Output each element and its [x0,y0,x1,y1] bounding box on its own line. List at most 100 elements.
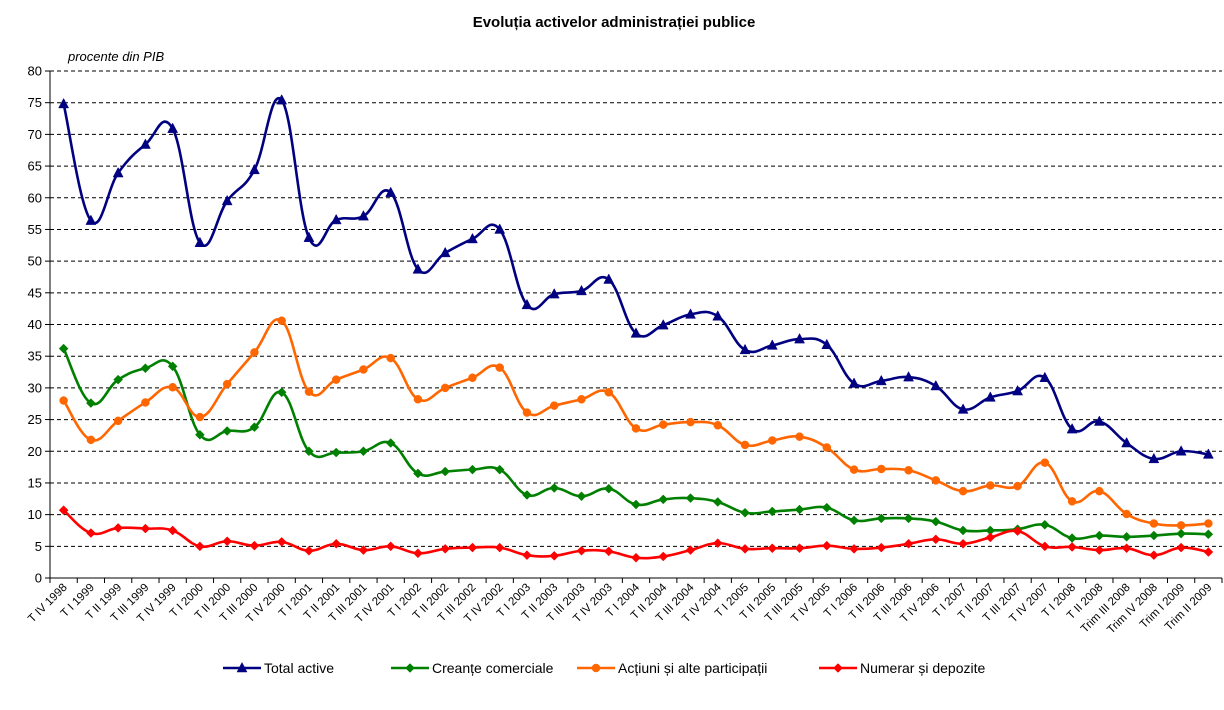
data-point [1122,509,1131,519]
data-point [1204,519,1213,528]
series-line [62,509,1209,560]
data-point [958,538,968,549]
series-actiuni-si-alte-participatii [59,316,1213,530]
data-point [304,446,314,457]
data-point [630,327,642,338]
data-point [113,523,123,533]
data-point [631,424,641,433]
data-point [713,421,723,430]
data-point [848,377,860,388]
data-point [358,545,369,555]
data-point [168,382,177,392]
data-point [522,490,532,500]
legend-item: Acțiuni și alte participații [577,660,767,676]
data-point [1176,528,1186,539]
data-point [766,339,778,350]
series-total-active [58,94,1214,464]
data-point [657,319,669,330]
data-point [603,483,614,494]
data-point [549,483,560,493]
data-point [548,288,560,299]
data-point [740,507,750,518]
data-point [331,447,342,458]
data-point [249,540,260,551]
data-point [59,396,68,405]
data-point [359,365,368,374]
y-tick-label: 60 [28,190,42,205]
data-point [277,316,286,325]
data-point [304,545,314,556]
data-point [658,494,669,505]
data-point [794,543,805,554]
data-point [712,310,724,321]
data-point [631,499,641,510]
legend-marker [236,661,248,673]
data-point [984,391,996,402]
y-tick-label: 10 [28,507,42,522]
data-point [1067,533,1077,543]
data-point [930,379,942,391]
data-point [1121,436,1133,448]
series-line [62,96,1209,461]
data-point [1039,371,1051,382]
data-point [467,542,478,553]
data-point [1149,519,1159,528]
data-point [112,166,124,178]
data-point [958,486,968,496]
data-point [1067,497,1077,506]
legend-label: Numerar și depozite [860,660,985,676]
data-point [386,353,395,363]
data-point [685,493,696,504]
y-tick-label: 20 [28,444,42,459]
data-point [576,284,587,296]
data-point [903,371,914,382]
data-point [849,515,859,526]
data-point [222,379,232,389]
data-point [1066,423,1078,434]
data-point [276,387,287,398]
data-point [1012,385,1023,396]
data-point [440,466,451,477]
data-point [195,429,205,440]
y-tick-label: 45 [28,285,42,300]
axes: 0 5 10 15 20 25 30 35 40 45 50 55 60 65 70 75 80 T IV 199… [26,64,1223,636]
data-point [1067,542,1077,552]
data-point [1121,531,1132,542]
data-point [904,466,913,475]
legend-label: Acțiuni și alte participații [618,660,767,676]
data-point [576,491,587,502]
legend-label: Total active [264,660,334,676]
y-tick-label: 35 [28,349,42,364]
data-point [603,546,614,557]
data-point [522,408,532,417]
data-point [167,122,179,133]
data-point [740,543,750,554]
series-lines [58,94,1214,563]
series-numerar-si-depozite [58,505,1214,563]
data-point [577,395,586,404]
data-point [930,534,941,545]
data-point [549,550,560,561]
data-point [141,398,150,407]
data-point [250,348,259,357]
data-point [358,210,369,221]
data-point [603,273,615,284]
data-point [140,523,151,534]
data-point [86,398,96,408]
data-point [659,420,668,429]
data-point [1203,547,1214,557]
data-point [903,513,914,524]
legend-marker [591,663,601,673]
data-point [1039,541,1050,552]
series-line [62,317,1209,527]
data-point [685,545,696,555]
legend-marker [833,663,843,673]
legend-item: Creanțe comerciale [391,660,554,676]
data-point [494,464,505,475]
data-point [221,194,233,206]
data-point [876,542,887,553]
y-tick-label: 80 [28,64,42,79]
legend-item: Total active [223,660,334,676]
data-point [1093,415,1105,426]
data-point [86,528,96,538]
